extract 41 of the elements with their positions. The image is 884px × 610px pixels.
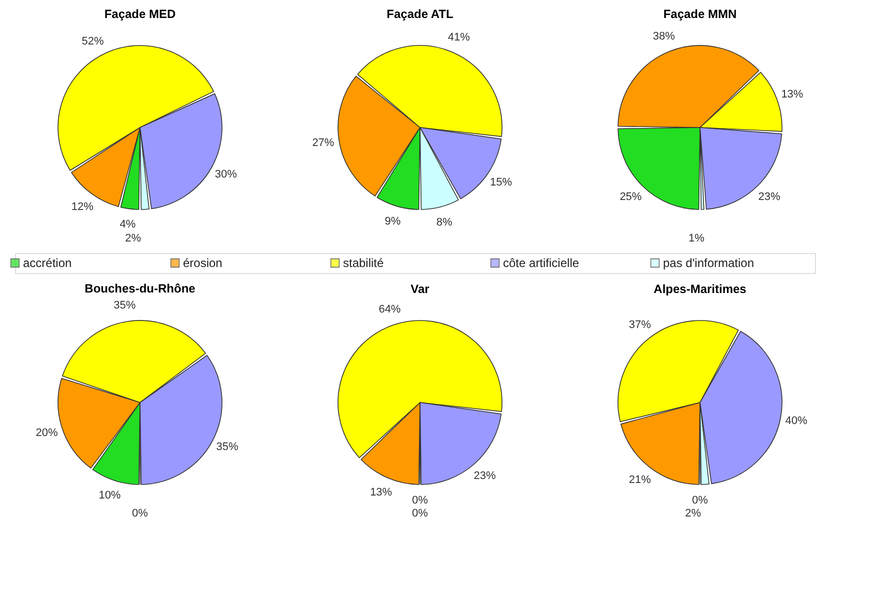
data-label: 10% [98,490,121,502]
chart-title: Façade MED [104,7,176,21]
data-label: 8% [436,216,453,228]
data-label: 2% [685,507,702,520]
legend-label: côte artificielle [503,256,580,270]
legend-label: pas d'information [663,256,754,270]
chart-title: Façade MMN [663,7,737,21]
data-label: 40% [785,414,808,427]
data-label: 41% [448,32,470,44]
data-label: 21% [628,474,652,486]
data-label: 1% [688,232,705,244]
data-label: 13% [370,486,392,498]
legend-label: accrétion [23,256,72,270]
data-label: 37% [628,319,652,332]
data-label: 9% [384,216,401,228]
chart-title: Façade ATL [386,7,454,21]
data-label: 15% [490,176,512,189]
data-label: 38% [652,30,676,42]
text: 0% [412,494,428,506]
data-label: 12% [71,200,94,213]
data-label: 13% [781,88,804,100]
data-label: 20% [36,426,58,439]
text: 0% [132,508,148,520]
text: 0% [692,494,708,506]
legend-label: stabilité [343,256,384,270]
data-label: 2% [125,232,142,244]
data-label: 23% [474,470,496,482]
data-label: 30% [214,168,238,181]
text: 0% [412,508,428,520]
data-label: 4% [120,218,136,231]
data-label: 27% [312,136,334,149]
data-label: 23% [758,190,781,203]
data-label: 64% [378,303,401,316]
data-label: 35% [216,440,239,453]
chart-title: Var [410,282,430,296]
chart-title: Bouches-du-Rhône [84,282,196,296]
chart-title: Alpes-Maritimes [654,282,747,296]
data-label: 52% [82,36,104,48]
data-label: 25% [620,190,642,203]
legend-label: érosion [183,256,222,270]
data-label: 35% [114,300,136,312]
